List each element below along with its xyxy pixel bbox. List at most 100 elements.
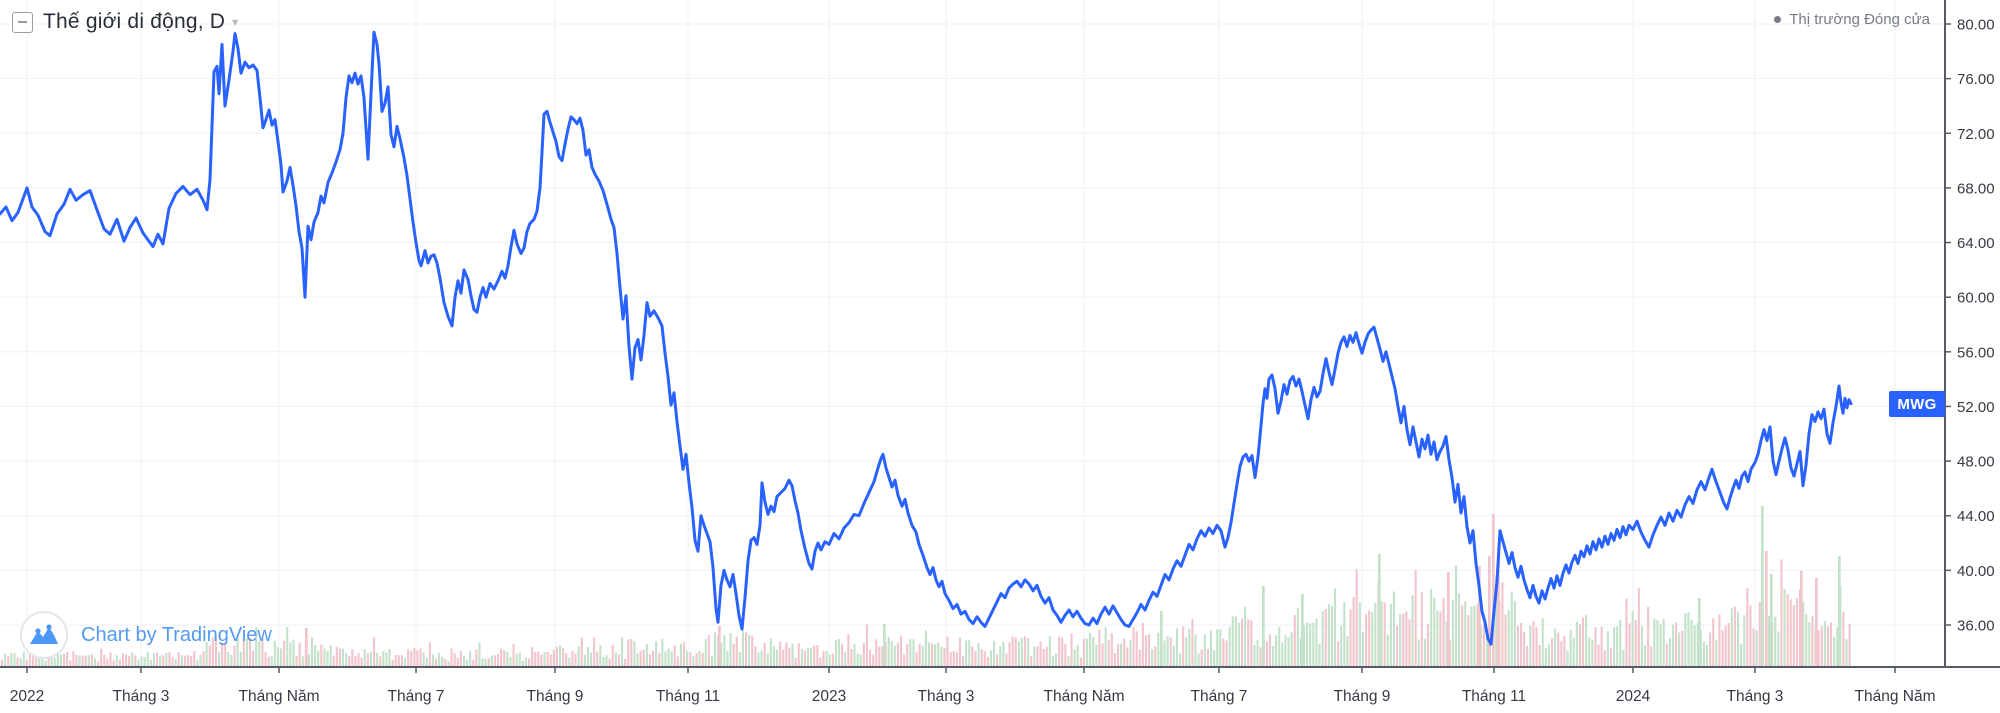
volume-bar-up	[1197, 653, 1200, 666]
price-axis-label[interactable]: 36.00	[1957, 617, 1995, 634]
volume-bar-up	[115, 655, 118, 666]
volume-bar-up	[1163, 640, 1166, 666]
volume-bar-up	[245, 638, 248, 666]
time-axis-label[interactable]: Tháng 9	[1334, 688, 1391, 705]
volume-bar-down	[394, 655, 397, 666]
volume-bar-down	[416, 650, 419, 666]
price-axis-label[interactable]: 72.00	[1957, 126, 1995, 143]
volume-bar-down	[1132, 627, 1135, 666]
time-axis-label[interactable]: Tháng Năm	[1044, 688, 1125, 705]
time-axis-label[interactable]: Tháng 11	[656, 688, 720, 705]
volume-bar-up	[484, 659, 487, 666]
volume-bar-down	[335, 646, 338, 666]
volume-bar-up	[1299, 637, 1302, 666]
volume-bar-spike	[1262, 586, 1265, 666]
price-axis-label[interactable]: 64.00	[1957, 235, 1995, 252]
chevron-down-icon[interactable]: ▾	[232, 15, 239, 29]
volume-bar-up	[1334, 588, 1337, 666]
volume-bar-up	[692, 656, 695, 666]
volume-bar-down	[794, 658, 797, 666]
price-axis-label[interactable]: 48.00	[1957, 454, 1995, 471]
volume-bar-up	[1411, 595, 1414, 666]
volume-bar-down	[428, 642, 431, 666]
time-axis-label[interactable]: Tháng 11	[1462, 688, 1526, 705]
volume-bar-spike	[1761, 506, 1764, 666]
volume-bar-up	[577, 646, 580, 666]
volume-bar-up	[1541, 618, 1544, 666]
time-axis-label[interactable]: Tháng 7	[1191, 688, 1248, 705]
volume-bar-spike	[305, 628, 308, 666]
volume-bar-down	[1079, 657, 1082, 666]
volume-bar-up	[559, 645, 562, 666]
volume-bar-up	[41, 657, 44, 666]
volume-bar-up	[1371, 611, 1374, 666]
price-axis-label[interactable]: 40.00	[1957, 563, 1995, 580]
volume-bar-up	[710, 655, 713, 666]
volume-bar-up	[1076, 645, 1079, 666]
volume-bar-up	[1284, 635, 1287, 666]
volume-bar-down	[16, 657, 19, 666]
volume-bar-spike	[1488, 556, 1491, 666]
volume-bar-spike	[1497, 548, 1500, 666]
volume-bar-down	[1681, 630, 1684, 666]
symbol-title[interactable]: Thế giới di động, D	[43, 10, 226, 33]
volume-bar-down	[171, 656, 174, 666]
volume-bar-down	[283, 641, 286, 666]
volume-bar-up	[1433, 597, 1436, 666]
time-axis-label[interactable]: 2024	[1616, 688, 1651, 705]
volume-bar-up	[1309, 623, 1312, 666]
collapse-legend-icon[interactable]	[12, 11, 33, 33]
attribution-link[interactable]: Chart by TradingView	[81, 623, 272, 646]
volume-bar-down	[1141, 623, 1144, 666]
volume-bar-down	[745, 632, 748, 666]
volume-bar-down	[1383, 602, 1386, 666]
volume-bar-down	[7, 656, 10, 666]
price-axis-label[interactable]: 60.00	[1957, 290, 1995, 307]
time-axis-label[interactable]: Tháng 9	[527, 688, 584, 705]
time-axis-label[interactable]: Tháng Năm	[239, 688, 320, 705]
volume-bar-up	[655, 641, 658, 666]
volume-bar-spike	[718, 626, 721, 666]
price-axis-label[interactable]: 80.00	[1957, 17, 1995, 34]
volume-bar-down	[1042, 649, 1045, 666]
time-axis-label[interactable]: Tháng 7	[388, 688, 445, 705]
volume-bar-up	[772, 646, 775, 666]
volume-bar-down	[534, 651, 537, 666]
time-axis-label[interactable]: Tháng Năm	[1855, 688, 1936, 705]
time-axis-label[interactable]: 2023	[812, 688, 846, 705]
volume-bar-up	[1380, 601, 1383, 666]
volume-bar-up	[1755, 630, 1758, 666]
volume-bar-down	[497, 654, 500, 666]
tradingview-attribution[interactable]: Chart by TradingView	[20, 611, 272, 659]
tradingview-logo-icon[interactable]	[20, 611, 68, 659]
time-axis-label[interactable]: Tháng 3	[1727, 688, 1784, 705]
price-axis-label[interactable]: 44.00	[1957, 508, 1995, 525]
price-axis-label[interactable]: 56.00	[1957, 344, 1995, 361]
volume-bar-up	[1020, 637, 1023, 666]
volume-bar-down	[983, 651, 986, 666]
price-axis-label[interactable]: 68.00	[1957, 180, 1995, 197]
volume-bar-down	[1098, 629, 1101, 666]
volume-bar-spike	[1447, 572, 1450, 666]
volume-bar-down	[1427, 624, 1430, 666]
time-axis-label[interactable]: 2022	[10, 688, 44, 705]
volume-bar-up	[1678, 632, 1681, 666]
volume-bar-down	[1789, 599, 1792, 666]
volume-bar-up	[1606, 631, 1609, 666]
volume-bar-up	[131, 652, 134, 666]
price-axis-label[interactable]: 76.00	[1957, 71, 1995, 88]
volume-bar-down	[72, 651, 75, 666]
volume-bar-down	[221, 642, 224, 666]
volume-bar-up	[583, 654, 586, 666]
volume-bar-up	[1287, 637, 1290, 666]
volume-bar-down	[1070, 633, 1073, 666]
time-axis-label[interactable]: Tháng 3	[918, 688, 975, 705]
volume-bar-down	[580, 637, 583, 666]
time-axis-label[interactable]: Tháng 3	[113, 688, 170, 705]
volume-bar-down	[862, 643, 865, 666]
price-axis-label[interactable]: 52.00	[1957, 399, 1995, 416]
volume-bar-down	[1733, 606, 1736, 666]
volume-bar-down	[1200, 649, 1203, 666]
volume-bar-up	[1668, 638, 1671, 666]
